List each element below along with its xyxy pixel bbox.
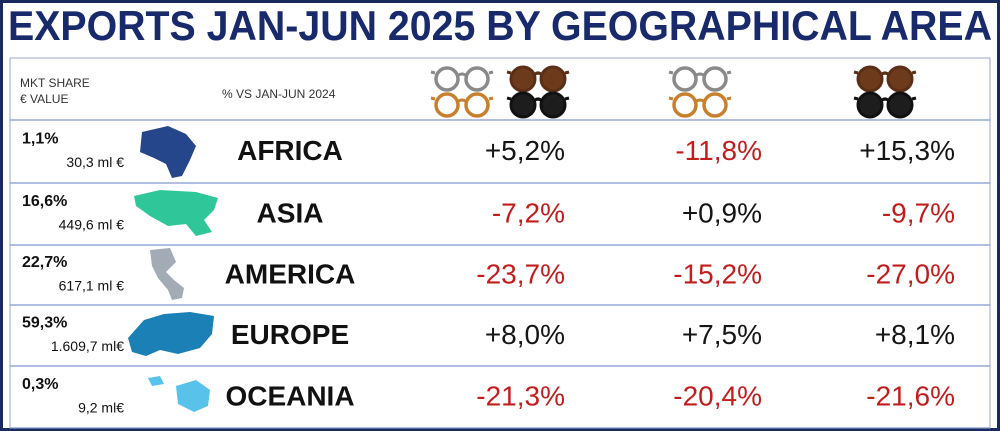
change: -9,7% (882, 197, 955, 228)
map-europe (128, 312, 214, 356)
area-name: AFRICA (237, 135, 343, 166)
share: 59,3% (22, 315, 67, 332)
share-value: 30,3 ml € (66, 154, 124, 170)
area-name: OCEANIA (225, 380, 354, 411)
table (9, 57, 991, 429)
change: -7,2% (492, 197, 565, 228)
change: -15,2% (673, 258, 762, 289)
area-name: EUROPE (231, 319, 349, 350)
share-label: MKT SHARE (20, 76, 90, 90)
change: +7,5% (682, 319, 762, 350)
map-america (150, 248, 184, 300)
share-value: 9,2 ml€ (78, 400, 124, 416)
share-value: 617,1 ml € (59, 278, 125, 294)
share: 0,3% (22, 376, 58, 393)
map-asia (134, 190, 218, 236)
map-oceania (148, 376, 210, 412)
title: EXPORTS JAN-JUN 2025 BY GEOGRAPHICAL ARE… (8, 2, 992, 49)
change: -21,3% (476, 380, 565, 411)
change: -11,8% (675, 135, 762, 166)
change: -27,0% (866, 258, 955, 289)
share-value: 1.609,7 ml€ (51, 338, 124, 354)
area-name: AMERICA (225, 258, 356, 289)
share-value: 449,6 ml € (59, 217, 125, 233)
share: 16,6% (22, 193, 67, 210)
change: +0,9% (682, 197, 762, 228)
change: -20,4% (673, 380, 762, 411)
change-label: % VS JAN-JUN 2024 (222, 87, 336, 101)
change: +15,3% (859, 135, 955, 166)
change: +8,0% (485, 319, 565, 350)
map-africa (140, 126, 196, 178)
change: +5,2% (485, 135, 565, 166)
share-label: € VALUE (20, 92, 68, 106)
change: +8,1% (875, 319, 955, 350)
area-name: ASIA (257, 197, 324, 228)
share: 22,7% (22, 254, 67, 271)
change: -21,6% (866, 380, 955, 411)
change: -23,7% (476, 258, 565, 289)
share: 1,1% (22, 131, 58, 148)
